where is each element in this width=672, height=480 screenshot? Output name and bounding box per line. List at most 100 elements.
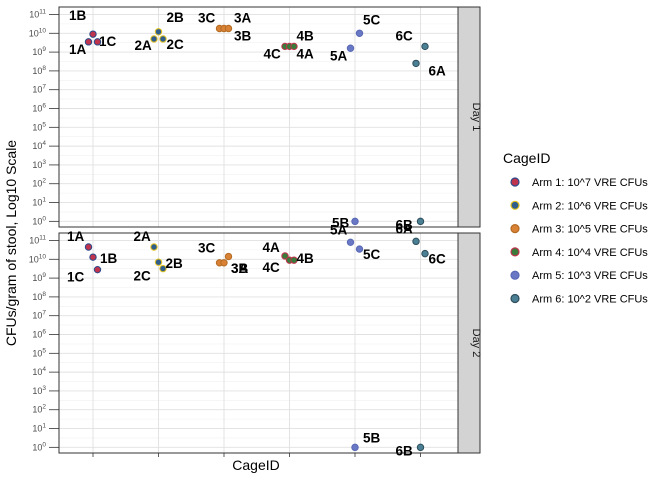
panel-background	[59, 233, 458, 453]
point-label: 4C	[263, 260, 281, 275]
data-point	[355, 29, 364, 37]
y-tick-label: 1011	[29, 234, 46, 245]
y-tick-label: 100	[32, 441, 46, 452]
data-point	[416, 443, 425, 452]
point-label: 6B	[396, 443, 414, 458]
point-label: 4C	[264, 46, 282, 61]
legend-entry-label: Arm 4: 10^4 VRE CFUs	[532, 247, 648, 259]
data-point	[421, 42, 429, 51]
point-label: 5A	[330, 48, 348, 63]
data-point	[416, 217, 425, 226]
facet-strip-label: Day 2	[470, 329, 482, 358]
panel-background	[59, 7, 458, 227]
point-label: 1B	[69, 8, 87, 23]
data-point	[150, 35, 158, 43]
point-label: 3C	[198, 10, 216, 25]
legend: CageID Arm 1: 10^7 VRE CFUs Arm 2: 10^6 V…	[503, 150, 648, 306]
y-tick-label: 102	[32, 404, 46, 415]
point-label: 1C	[67, 270, 85, 285]
y-tick-label: 109	[32, 272, 46, 283]
y-tick-label: 107	[32, 310, 46, 321]
y-tick-label: 100	[32, 215, 46, 226]
point-label: 2C	[167, 37, 185, 52]
point-label: 6A	[429, 63, 447, 78]
y-axis-title: CFUs/gram of stool, Log10 Scale	[3, 140, 19, 346]
y-tick-label: 1010	[29, 253, 47, 264]
y-tick-label: 105	[32, 347, 46, 358]
y-tick-label: 1011	[29, 8, 46, 19]
point-label: 4A	[263, 240, 281, 255]
y-tick-label: 108	[32, 65, 46, 76]
y-tick-label: 109	[32, 46, 46, 57]
facet-strip-label: Day 1	[470, 103, 482, 132]
legend-key	[510, 247, 520, 257]
point-label: 4B	[297, 28, 315, 43]
data-point	[351, 443, 359, 452]
point-label: 1A	[67, 229, 85, 244]
data-point	[281, 252, 289, 260]
point-label: 1C	[99, 34, 117, 49]
point-label: 2B	[167, 10, 185, 25]
data-point	[89, 253, 97, 261]
data-point	[150, 243, 158, 251]
point-label: 6A	[396, 221, 414, 236]
y-tick-label: 107	[32, 84, 46, 95]
data-point	[154, 28, 163, 36]
point-label: 5C	[363, 247, 381, 262]
data-point	[412, 237, 420, 246]
data-point	[346, 238, 355, 247]
y-tick-label: 104	[32, 140, 46, 151]
point-label: 1B	[100, 251, 118, 266]
facet-strip	[457, 232, 481, 454]
point-label: 5B	[332, 215, 350, 230]
legend-entry-label: Arm 2: 10^6 VRE CFUs	[532, 200, 648, 212]
data-point	[355, 245, 364, 253]
x-axis-title: CageID	[232, 457, 279, 473]
panel-1: 100 101 102 103 104 105 106 107 108 109 1010 1011 Da…	[29, 6, 482, 232]
point-label: 5C	[363, 12, 381, 27]
data-point	[93, 38, 102, 46]
point-label: 1A	[69, 42, 87, 57]
data-point	[346, 44, 355, 52]
data-point	[84, 38, 93, 46]
point-label: 2C	[134, 269, 152, 284]
data-point	[224, 252, 233, 261]
y-tick-label: 1010	[29, 27, 47, 38]
data-point	[154, 258, 163, 266]
point-label: 4A	[297, 46, 315, 61]
legend-entry-label: Arm 6: 10^2 VRE CFUs	[532, 294, 648, 306]
legend-entry-label: Arm 5: 10^3 VRE CFUs	[532, 270, 648, 282]
y-tick-label: 105	[32, 121, 46, 132]
legend-key	[510, 200, 520, 210]
data-point	[351, 217, 359, 226]
point-label: 3B	[234, 28, 252, 43]
facet-panels: 100 101 102 103 104 105 106 107 108 109 1010 1011 Da…	[29, 6, 482, 458]
y-tick-label: 104	[32, 366, 46, 377]
data-point	[290, 42, 298, 51]
facet-strip	[457, 6, 481, 228]
legend-entry-label: Arm 1: 10^7 VRE CFUs	[532, 177, 648, 189]
point-label: 2B	[166, 256, 184, 271]
point-label: 3B	[231, 261, 249, 276]
y-tick-label: 103	[32, 385, 46, 396]
y-tick-label: 101	[32, 423, 46, 434]
legend-key	[510, 177, 520, 187]
point-label: 2A	[135, 38, 153, 53]
point-label: 4B	[297, 251, 315, 266]
data-point	[93, 265, 102, 274]
legend-key	[510, 293, 520, 304]
point-label: 3A	[231, 261, 249, 276]
y-tick-label: 108	[32, 291, 46, 302]
data-point	[421, 249, 429, 258]
point-label: 5A	[330, 222, 348, 237]
y-tick-label: 106	[32, 329, 46, 340]
y-tick-label: 101	[32, 197, 46, 208]
data-point	[220, 259, 228, 267]
point-label: 6B	[396, 217, 414, 232]
point-label: 6C	[429, 252, 447, 267]
legend-key	[510, 224, 520, 234]
y-tick-label: 106	[32, 103, 46, 114]
data-point	[89, 30, 97, 38]
point-label: 3A	[234, 10, 252, 25]
y-tick-label: 103	[32, 159, 46, 170]
